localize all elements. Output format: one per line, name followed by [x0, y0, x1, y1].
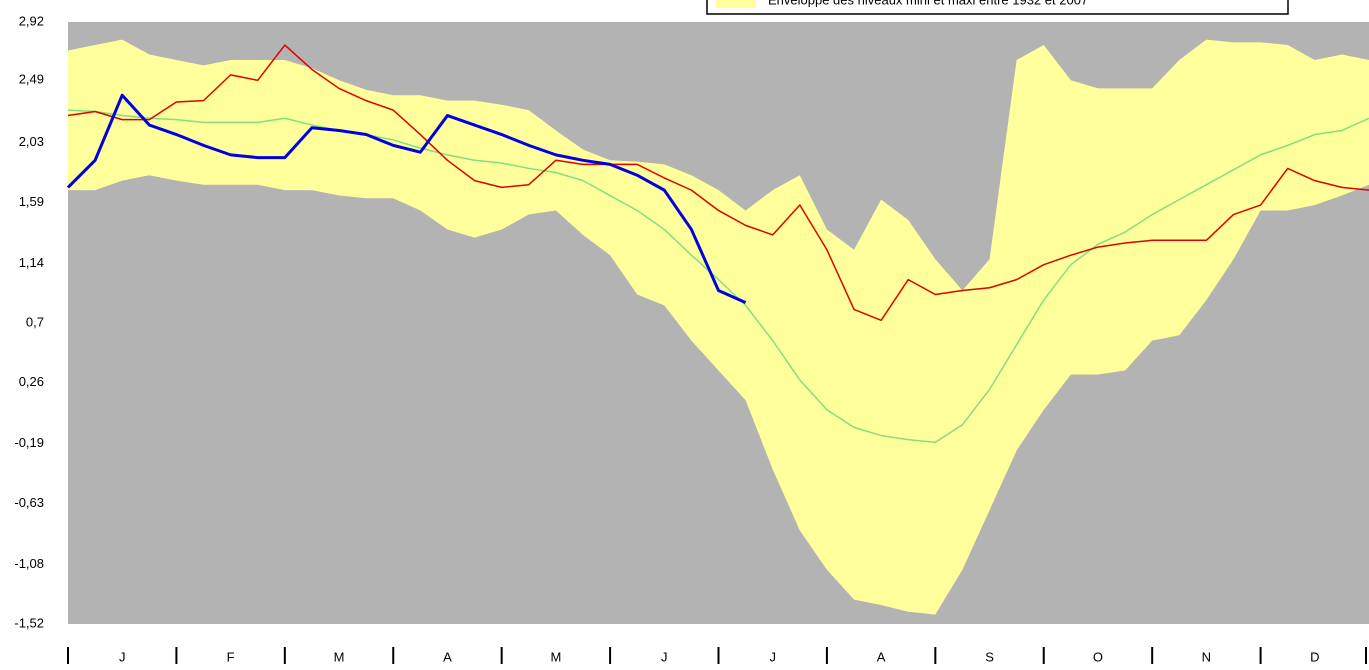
y-tick-label: 0,26 [19, 374, 44, 389]
y-tick-label: 2,49 [19, 72, 44, 87]
series-line [66, 93, 747, 305]
x-tick-label: M [550, 649, 561, 664]
x-tick-label: D [1310, 649, 1319, 664]
x-tick-label: J [119, 649, 126, 664]
y-tick-label: 1,14 [19, 255, 44, 270]
y-tick-label: -0,19 [14, 435, 44, 450]
y-tick-label: -0,63 [14, 495, 44, 510]
x-tick-label: M [334, 649, 345, 664]
x-tick-label: F [227, 649, 235, 664]
x-tick-label: A [443, 649, 452, 664]
legend-label: Enveloppe des niveaux mini et maxi entre… [768, 0, 1088, 7]
y-tick-label: -1,08 [14, 556, 44, 571]
y-tick-label: 2,92 [19, 13, 44, 28]
series-line [67, 109, 1369, 444]
x-tick-label: J [769, 649, 776, 664]
y-tick-label: 1,59 [19, 194, 44, 209]
x-tick-label: S [985, 649, 994, 664]
envelope-area [68, 39, 1369, 615]
legend-swatch [716, 0, 756, 8]
x-tick-label: A [877, 649, 886, 664]
series-line [67, 44, 1369, 322]
x-tick-label: O [1093, 649, 1103, 664]
x-tick-label: J [661, 649, 668, 664]
legend-box [706, 0, 1289, 15]
y-tick-label: -1,52 [14, 615, 44, 630]
x-tick-label: N [1202, 649, 1211, 664]
y-tick-label: 0,7 [26, 314, 44, 329]
y-tick-label: 2,03 [19, 134, 44, 149]
